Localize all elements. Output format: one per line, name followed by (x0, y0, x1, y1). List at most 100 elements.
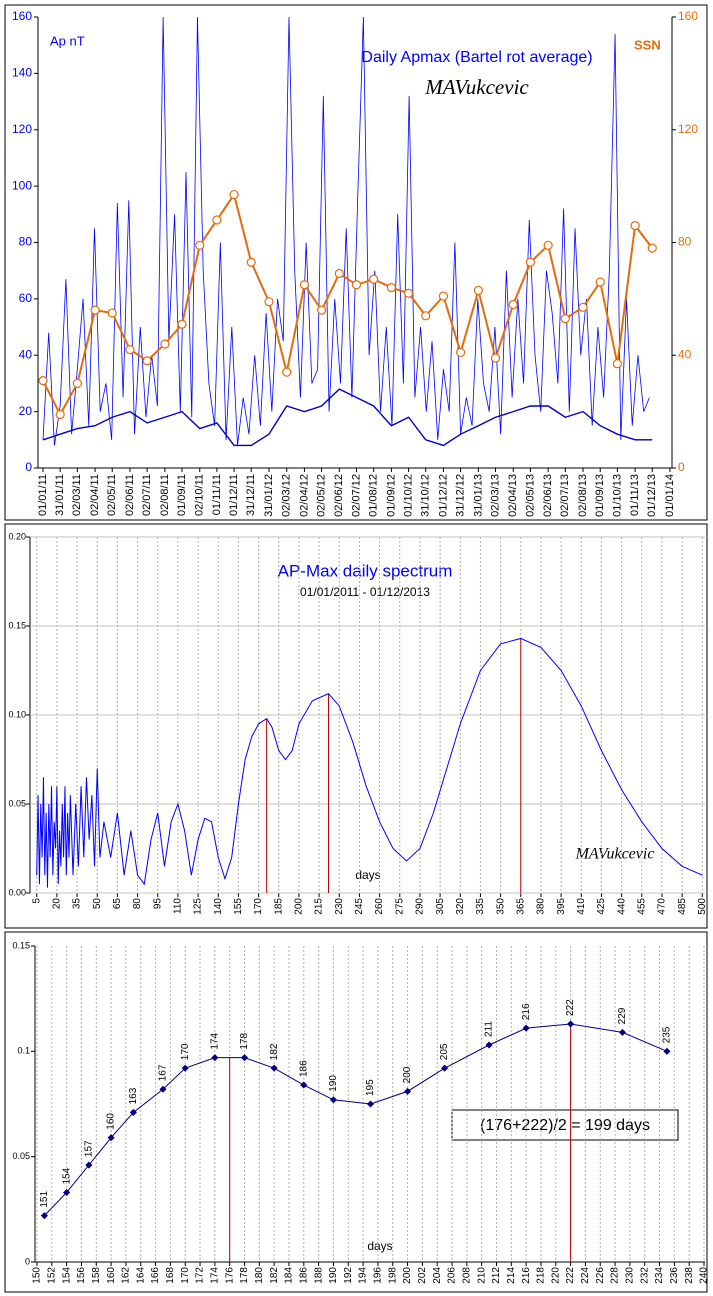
x-tick-label: 440 (616, 898, 627, 915)
signature: MAVukcevic (424, 75, 529, 99)
ssn-marker (630, 220, 640, 231)
chart-title: AP-Max daily spectrum (278, 561, 453, 580)
ssn-marker (421, 311, 431, 321)
x-tick-label: 410 (576, 898, 587, 915)
x-tick-label: 155 (233, 898, 244, 915)
y-tick-label: 0.10 (8, 709, 26, 719)
x-tick-label: 184 (284, 1267, 295, 1284)
signature: MAVukcevic (575, 846, 655, 863)
chart-subtitle: 01/01/2011 - 01/12/2013 (300, 585, 430, 599)
point-label: 222 (565, 999, 576, 1016)
x-tick-label: 168 (165, 1267, 176, 1284)
x-tick-label: 220 (550, 1267, 561, 1284)
series-line (44, 1023, 668, 1216)
series-line (42, 16, 650, 446)
x-tick-label: 222 (565, 1267, 576, 1284)
x-tick-label: 01/09/11 (176, 474, 188, 516)
x-tick-label: 215 (314, 898, 325, 915)
x-tick-label: 31/01/12 (263, 474, 275, 517)
x-tick-label: 110 (173, 898, 184, 914)
ssn-marker (264, 297, 274, 307)
y-tick-label: 160 (12, 9, 32, 23)
series-line (36, 637, 703, 888)
ssn-marker (490, 353, 501, 363)
ssn-marker (72, 378, 82, 389)
ssn-marker (282, 367, 292, 377)
x-tick-label: 01/01/11 (37, 474, 49, 516)
x-tick-label: 158 (91, 1267, 102, 1284)
x-tick-label: 01/09/13 (594, 474, 606, 517)
x-tick-label: 224 (580, 1267, 591, 1284)
x-tick-label: 50 (92, 898, 103, 910)
x-axis-label: days (355, 868, 380, 882)
point-label: 160 (106, 1113, 117, 1130)
y-tick-label: 0 (25, 460, 32, 474)
point-label: 154 (61, 1167, 72, 1184)
y-tick-label: 60 (19, 291, 33, 305)
x-tick-label: 200 (402, 1267, 413, 1284)
x-tick-label: 01/12/12 (437, 474, 449, 517)
x-tick-label: 218 (536, 1267, 547, 1284)
x-tick-label: 234 (654, 1267, 665, 1284)
ssn-marker (578, 302, 588, 312)
x-tick-label: 174 (210, 1267, 221, 1284)
x-tick-label: 176 (224, 1267, 235, 1284)
left-axis-label: Ap nT (50, 33, 85, 48)
point-label: 163 (128, 1087, 139, 1104)
x-tick-label: 02/03/12 (281, 474, 293, 517)
y-tick-label: 0.20 (8, 531, 26, 541)
x-tick-label: 238 (684, 1267, 695, 1284)
point-label: 170 (180, 1043, 191, 1060)
y2-tick-label: 40 (678, 347, 692, 361)
ssn-marker (508, 299, 518, 310)
x-tick-label: 320 (455, 898, 466, 915)
x-tick-label: 216 (521, 1267, 532, 1284)
y-tick-label: 0.00 (8, 887, 26, 897)
x-tick-label: 02/04/13 (507, 474, 519, 517)
x-tick-label: 02/03/11 (71, 474, 83, 516)
ssn-marker (386, 283, 396, 293)
ssn-marker (525, 257, 536, 267)
x-tick-label: 230 (625, 1267, 636, 1284)
point-label: 205 (439, 1043, 450, 1060)
x-tick-label: 35 (72, 898, 83, 910)
x-tick-label: 01/10/12 (402, 474, 414, 517)
x-tick-label: 156 (76, 1267, 87, 1284)
point-label: 167 (158, 1064, 169, 1081)
x-tick-label: 500 (697, 898, 708, 915)
annotation: (176+222)/2 = 199 days (480, 1117, 650, 1134)
ssn-marker (246, 257, 256, 267)
ssn-marker (647, 243, 657, 253)
x-tick-label: 182 (269, 1267, 280, 1284)
x-axis-label: days (367, 1239, 392, 1253)
point-label: 195 (365, 1079, 376, 1096)
x-tick-label: 395 (556, 898, 567, 915)
x-tick-label: 31/01/13 (472, 474, 484, 517)
point-label: 186 (298, 1060, 309, 1077)
x-tick-label: 196 (373, 1267, 384, 1284)
y-tick-label: 0.05 (8, 798, 26, 808)
x-tick-label: 172 (195, 1267, 206, 1284)
ssn-marker (55, 409, 65, 420)
ssn-marker (90, 305, 100, 315)
x-tick-label: 02/07/13 (559, 474, 571, 517)
x-tick-label: 275 (394, 898, 405, 915)
x-tick-label: 31/01/11 (54, 474, 66, 516)
x-tick-label: 01/12/11 (228, 474, 240, 516)
x-tick-label: 198 (387, 1267, 398, 1284)
x-tick-label: 204 (432, 1267, 443, 1284)
y-tick-label: 0.1 (17, 1046, 30, 1056)
x-tick-label: 260 (374, 898, 385, 915)
series-line (42, 388, 653, 447)
x-tick-label: 02/05/11 (106, 474, 118, 516)
x-tick-label: 80 (132, 898, 143, 910)
x-tick-label: 152 (46, 1267, 57, 1284)
point-label: 182 (269, 1043, 280, 1060)
x-tick-label: 31/12/11 (245, 474, 257, 516)
x-tick-label: 02/07/11 (141, 474, 153, 516)
x-tick-label: 230 (334, 898, 345, 915)
x-tick-label: 170 (253, 898, 264, 915)
point-label: 157 (84, 1140, 95, 1157)
y2-tick-label: 80 (678, 235, 692, 249)
x-tick-label: 02/10/11 (194, 474, 206, 516)
